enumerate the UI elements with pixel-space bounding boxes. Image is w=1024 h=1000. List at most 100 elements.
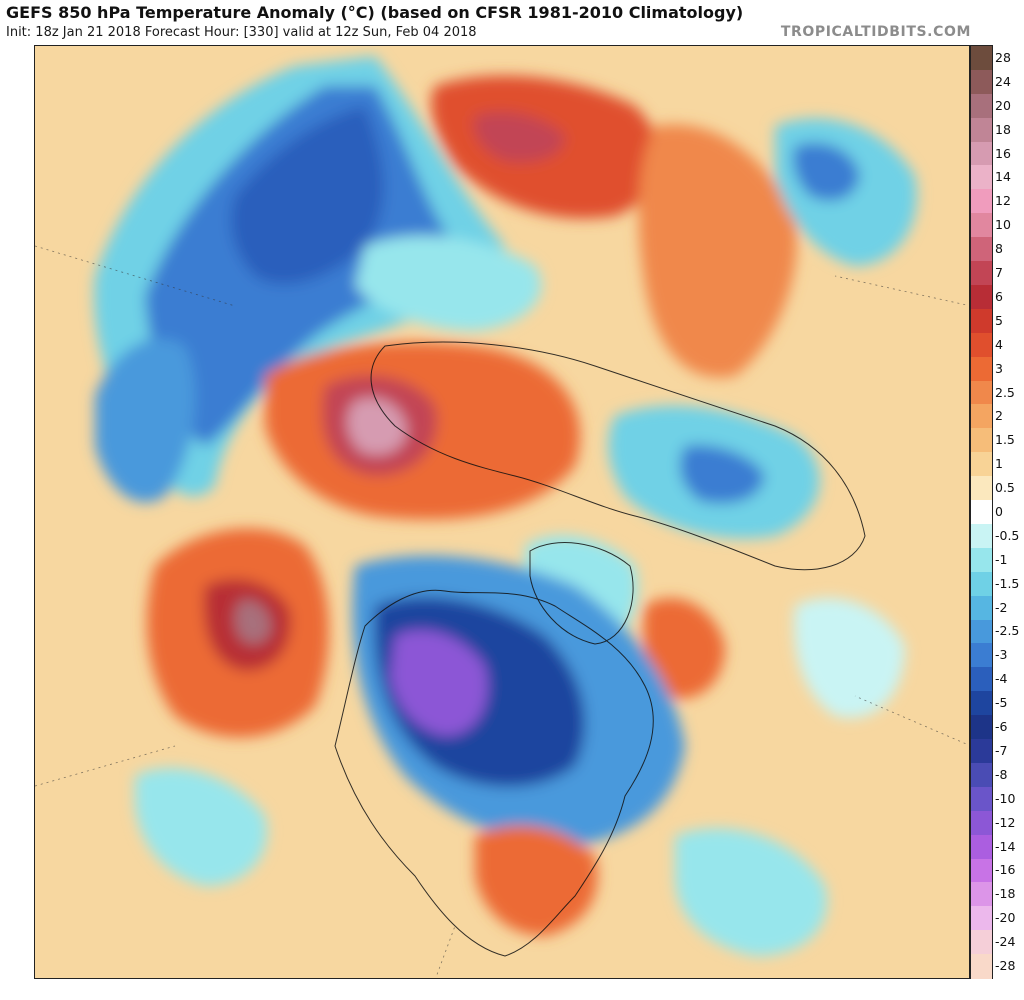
cold-region-arctic	[355, 235, 542, 331]
colorbar-tick-label: -2	[995, 599, 1008, 615]
cold-core-central-asia	[680, 445, 765, 504]
colorbar-swatch	[971, 46, 992, 71]
cold-region-north-africa	[794, 598, 905, 718]
map-svg	[35, 46, 969, 978]
colorbar-tick-label: 0.5	[995, 480, 1015, 496]
colorbar-tick-label: 20	[995, 97, 1011, 113]
coastline-eurasia	[370, 341, 866, 571]
colorbar-swatch	[971, 930, 992, 955]
colorbar-swatch	[971, 356, 992, 382]
colorbar-swatch	[971, 954, 992, 979]
colorbar-swatch	[971, 834, 992, 860]
colorbar-swatch	[971, 882, 992, 907]
colorbar-swatch	[971, 476, 992, 501]
colorbar	[970, 45, 993, 979]
site-credit: TROPICALTIDBITS.COM	[780, 24, 971, 40]
colorbar-tick-label: -10	[995, 790, 1016, 806]
anomaly-map	[34, 45, 970, 979]
colorbar-swatch	[971, 141, 992, 167]
colorbar-swatch	[971, 189, 992, 214]
colorbar-tick-label: -7	[995, 742, 1008, 758]
colorbar-tick-label: -16	[995, 862, 1016, 878]
colorbar-tick-label: -2.5	[995, 623, 1020, 639]
warm-peak-bering	[347, 397, 407, 455]
colorbar-tick-label: 1.5	[995, 432, 1015, 448]
colorbar-swatch	[971, 237, 992, 262]
warm-region-north-atlantic	[643, 598, 725, 699]
colorbar-swatch	[971, 404, 992, 429]
warm-region-europe	[638, 124, 797, 378]
colorbar-swatch	[971, 619, 992, 645]
cold-core-east-asia	[793, 142, 860, 201]
colorbar-swatch	[971, 428, 992, 453]
colorbar-swatch	[971, 739, 992, 764]
warm-region-southeast-us	[475, 825, 598, 936]
colorbar-swatch	[971, 165, 992, 190]
colorbar-tick-label: 24	[995, 73, 1011, 89]
cold-core-deep-siberia	[231, 106, 384, 285]
colorbar-tick-label: 10	[995, 217, 1011, 233]
colorbar-tick-label: -24	[995, 934, 1016, 950]
colorbar-tick-label: -28	[995, 958, 1016, 974]
colorbar-swatch	[971, 213, 992, 238]
coastlines	[334, 341, 866, 957]
colorbar-tick-label: -1.5	[995, 575, 1020, 591]
graticule-line-2	[35, 745, 176, 787]
colorbar-swatch	[971, 380, 992, 406]
colorbar-swatch	[971, 715, 992, 740]
colorbar-tick-label: 5	[995, 312, 1003, 328]
colorbar-tick-label: -4	[995, 671, 1008, 687]
colorbar-swatch	[971, 595, 992, 621]
colorbar-tick-label: -0.5	[995, 527, 1020, 543]
colorbar-swatch	[971, 261, 992, 286]
colorbar-swatch	[971, 500, 992, 525]
colorbar-tick-label: -12	[995, 814, 1016, 830]
cold-region-east-pacific	[135, 768, 267, 886]
header: GEFS 850 hPa Temperature Anomaly (°C) (b…	[0, 0, 1024, 45]
colorbar-tick-label: 2.5	[995, 384, 1015, 400]
warm-peak-northeast-pacific	[234, 600, 272, 645]
colorbar-swatch	[971, 452, 992, 477]
colorbar-swatch	[971, 523, 992, 549]
colorbar-tick-label: 12	[995, 193, 1011, 209]
colorbar-tick-label: 28	[995, 49, 1011, 65]
colorbar-swatch	[971, 547, 992, 573]
colorbar-tick-label: 14	[995, 169, 1011, 185]
warm-core-north-russia	[473, 112, 565, 163]
colorbar-swatch	[971, 810, 992, 836]
colorbar-swatch	[971, 332, 992, 358]
colorbar-tick-label: 8	[995, 241, 1003, 257]
colorbar-tick-label: 7	[995, 265, 1003, 281]
colorbar-tick-label: 6	[995, 288, 1003, 304]
colorbar-tick-label: -5	[995, 695, 1008, 711]
coastline-north-america	[334, 589, 654, 957]
colorbar-tick-label: 2	[995, 408, 1003, 424]
colorbar-swatch	[971, 93, 992, 119]
colorbar-swatch	[971, 308, 992, 334]
colorbar-tick-label: 1	[995, 456, 1003, 472]
colorbar-tick-label: -8	[995, 766, 1008, 782]
graticule-line-1	[35, 245, 236, 307]
colorbar-tick-label: 16	[995, 145, 1011, 161]
colorbar-tick-label: -1	[995, 551, 1008, 567]
colorbar-swatch	[971, 643, 992, 668]
colorbar-swatch	[971, 69, 992, 95]
colorbar-tick-label: -14	[995, 838, 1016, 854]
colorbar-swatch	[971, 762, 992, 788]
graticule	[35, 245, 969, 978]
colorbar-tick-label: 18	[995, 121, 1011, 137]
colorbar-swatch	[971, 667, 992, 692]
colorbar-tick-label: 3	[995, 360, 1003, 376]
colorbar-swatch	[971, 117, 992, 143]
colorbar-tick-label: 0	[995, 504, 1003, 519]
colorbar-swatch	[971, 858, 992, 883]
colorbar-tick-label: -3	[995, 647, 1008, 663]
colorbar-tick-label: -20	[995, 910, 1016, 926]
colorbar-tick-label: 4	[995, 336, 1003, 352]
colorbar-swatch	[971, 786, 992, 812]
chart-title: GEFS 850 hPa Temperature Anomaly (°C) (b…	[6, 3, 744, 22]
coastline-greenland	[529, 542, 634, 645]
init-forecast-info: Init: 18z Jan 21 2018 Forecast Hour: [33…	[6, 25, 477, 40]
colorbar-tick-label: -18	[995, 886, 1016, 902]
colorbar-swatch	[971, 906, 992, 931]
